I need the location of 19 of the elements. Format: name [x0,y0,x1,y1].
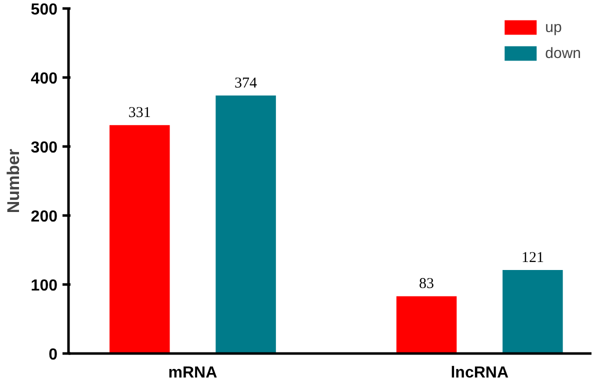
data-label: 331 [128,105,151,122]
data-label: 83 [419,276,434,292]
bar [396,296,457,354]
y-tick-label: 500 [30,2,58,18]
legend-label: up [545,18,563,36]
x-tick-label: lncRNA [450,364,509,382]
y-axis-title: Number [4,148,23,214]
bar [502,270,563,354]
data-label: 121 [521,250,544,266]
y-tick-label: 0 [48,346,58,364]
y-tick-label: 400 [30,70,58,88]
bar [216,95,276,354]
data-label: 374 [234,75,258,92]
y-tick-label: 100 [30,278,58,294]
y-tick-label: 300 [30,140,58,156]
x-tick-label: mRNA [168,364,218,382]
bar [110,125,170,354]
y-tick-label: 200 [30,208,58,226]
legend-label: down [545,44,581,62]
